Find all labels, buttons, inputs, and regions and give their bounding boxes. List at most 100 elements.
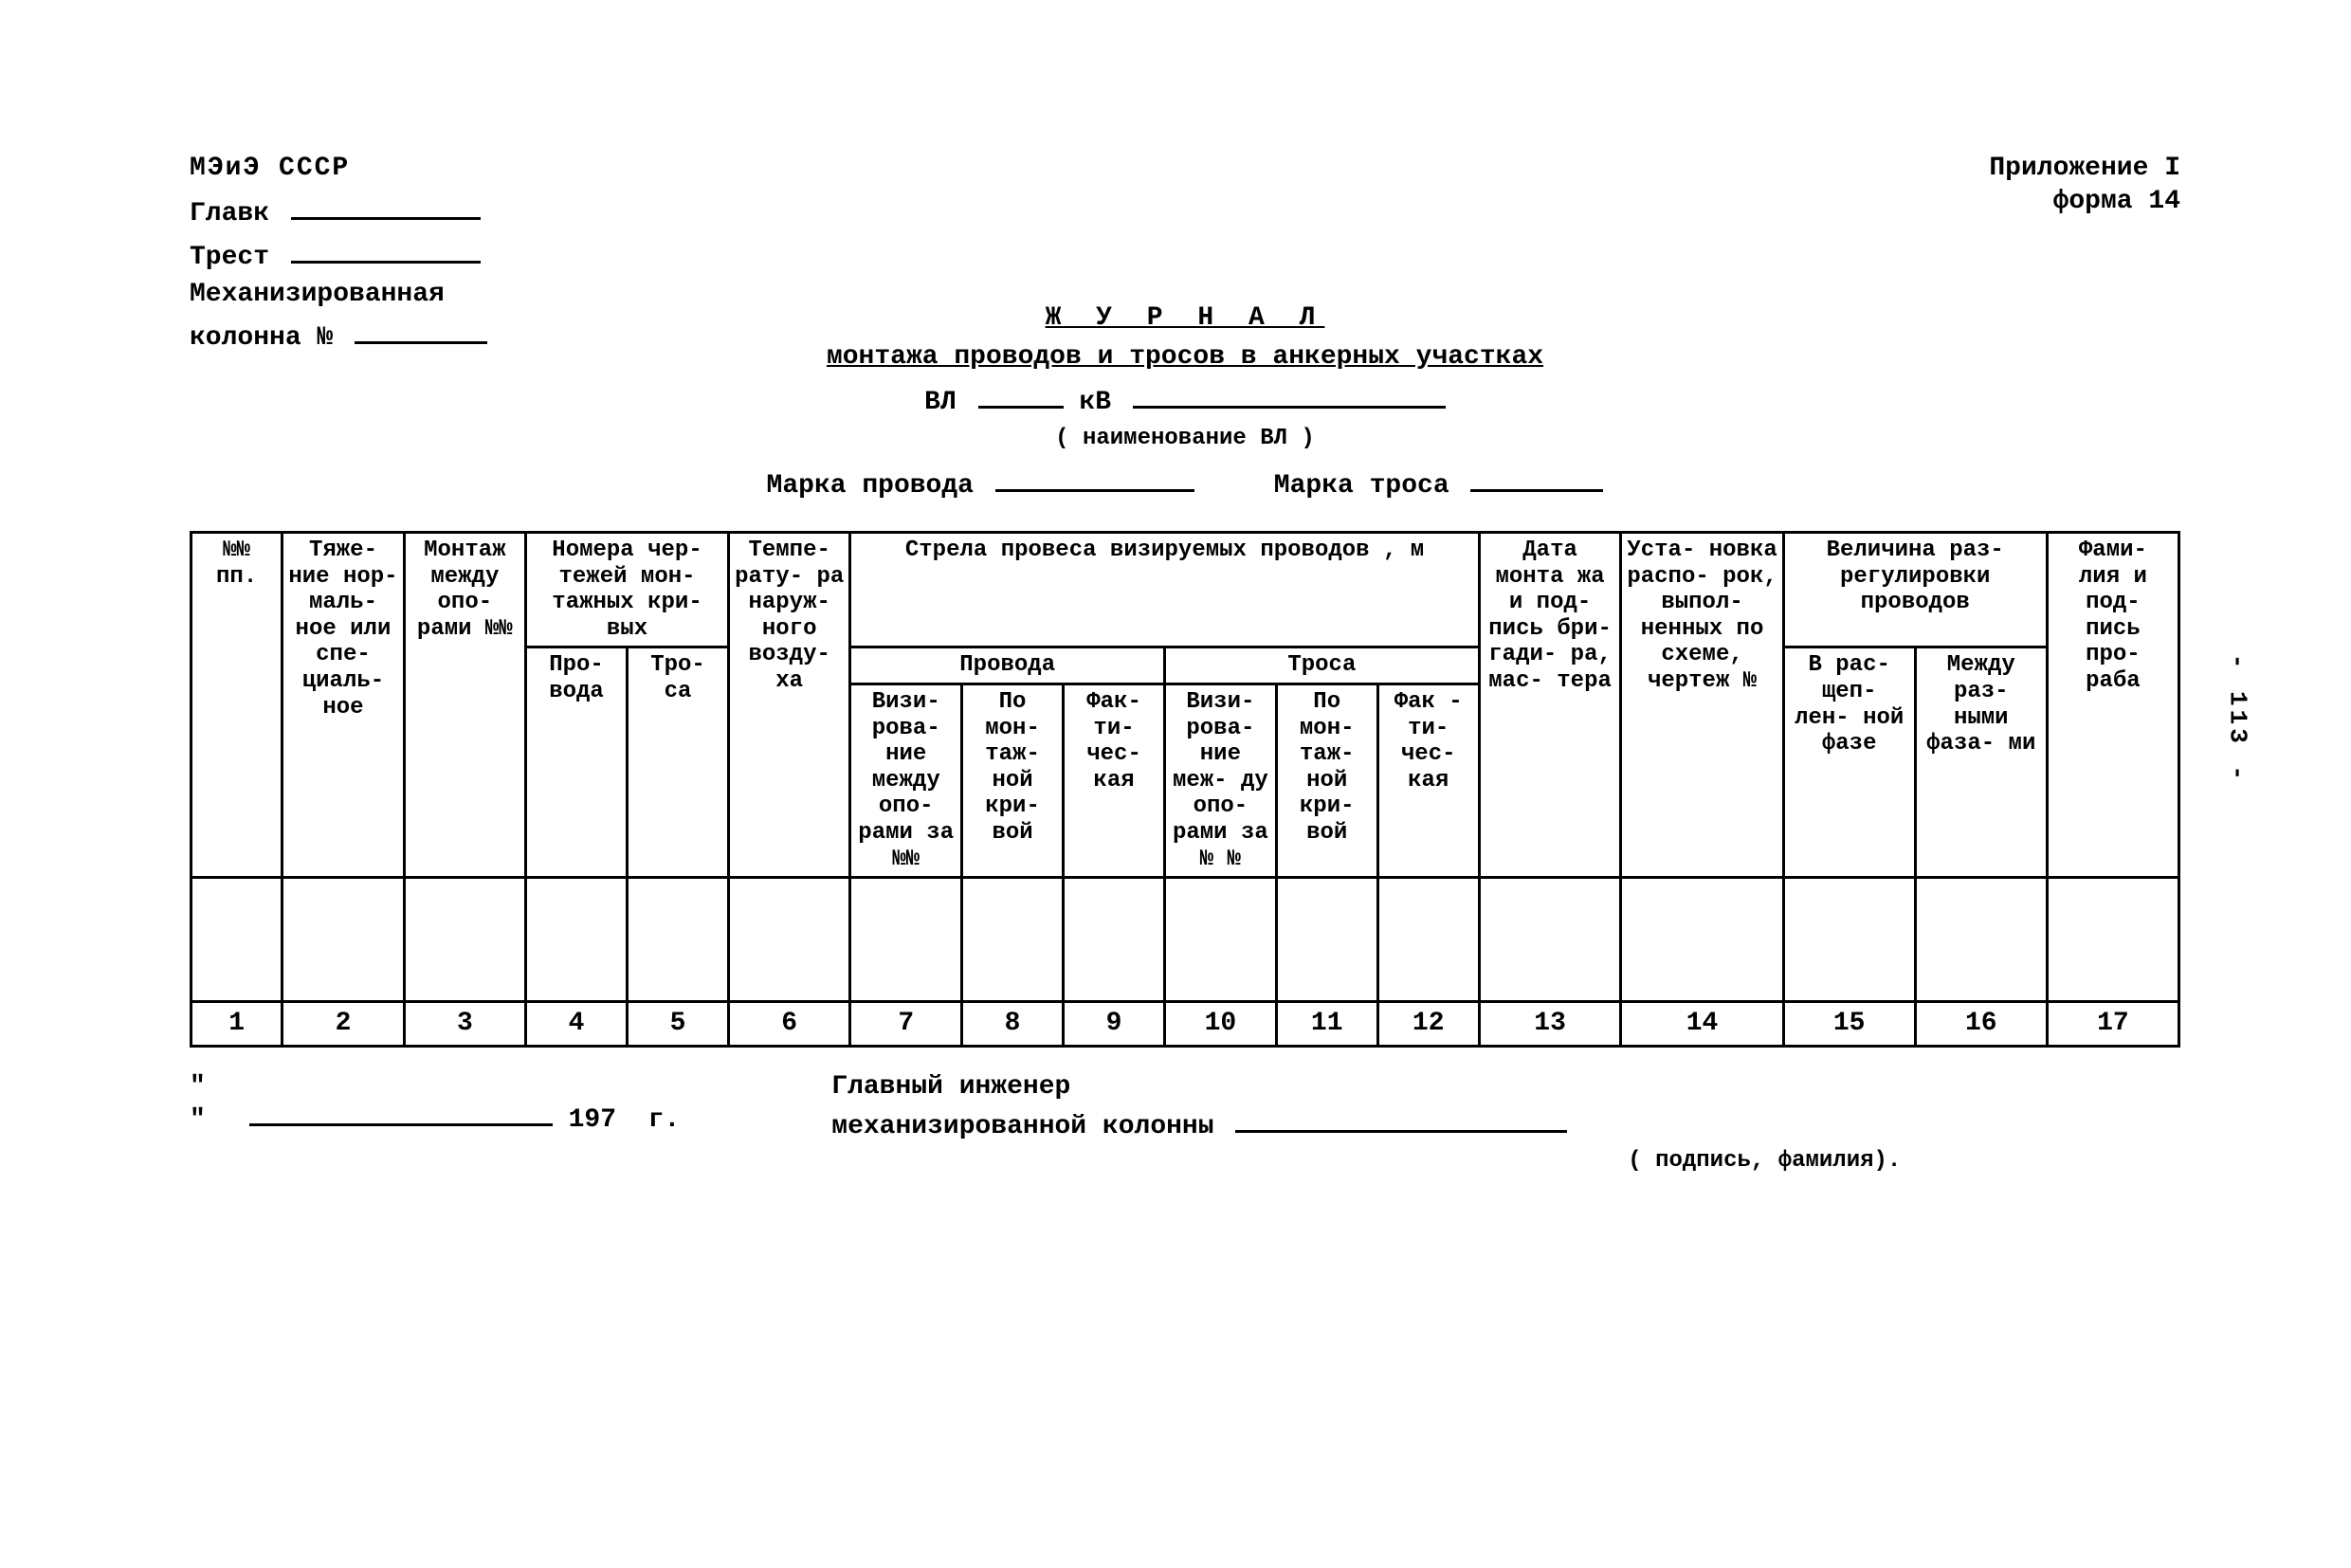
table-body: 1 2 3 4 5 6 7 8 9 10 11 12 13 14 15 16 1 [191, 878, 2179, 1047]
sign-note: ( подпись, фамилия). [1628, 1147, 1901, 1176]
appendix-line2: форма 14 [1989, 185, 2180, 218]
num-cell: 14 [1621, 1002, 1783, 1047]
table-empty-row [191, 878, 2179, 1002]
trest-label: Трест [190, 243, 269, 272]
col-10-header: Визи- рова- ние меж- ду опо- рами за № № [1165, 684, 1277, 877]
col-3-header: Монтаж между опо- рами №№ [404, 533, 525, 878]
col-5-header: Тро- са [628, 647, 729, 878]
col-13-header: Дата монта жа и под- пись бри- гади- ра,… [1479, 533, 1621, 878]
col-6-header: Темпе- рату- ра наруж- ного возду- ха [729, 533, 850, 878]
cell [1165, 878, 1277, 1002]
cell [628, 878, 729, 1002]
table-number-row: 1 2 3 4 5 6 7 8 9 10 11 12 13 14 15 16 1 [191, 1002, 2179, 1047]
ministry: МЭиЭ СССР [190, 152, 487, 185]
num-cell: 6 [729, 1002, 850, 1047]
glavk-row: Главк [190, 191, 487, 230]
cell [1479, 878, 1621, 1002]
vl-name-hint: ( наименование ВЛ ) [190, 425, 2180, 453]
cell [1621, 878, 1783, 1002]
glavk-label: Главк [190, 199, 269, 228]
num-cell: 2 [282, 1002, 404, 1047]
sign-line2: механизированной колонны [831, 1112, 1213, 1141]
appendix-line1: Приложение I [1989, 152, 2180, 185]
cell [1064, 878, 1165, 1002]
cell [1377, 878, 1479, 1002]
cell [1783, 878, 1915, 1002]
cell [729, 878, 850, 1002]
adj-group: Величина раз- регулировки проводов [1783, 533, 2047, 647]
year-suffix: г. [648, 1105, 681, 1135]
col-11-header: По мон- таж- ной кри- вой [1276, 684, 1377, 877]
marks-row: Марка провода Марка троса [190, 463, 2180, 502]
table-head: №№ пп. Тяже- ние нор- маль- ное или спе-… [191, 533, 2179, 878]
footer-sign: Главный инженер механизированной колонны… [831, 1070, 1901, 1176]
col-9-header: Фак- ти- чес- кая [1064, 684, 1165, 877]
num-cell: 16 [1915, 1002, 2047, 1047]
vl-blank2 [1133, 379, 1446, 409]
num-cell: 4 [526, 1002, 628, 1047]
cell [526, 878, 628, 1002]
col-4-5-group: Номера чер- тежей мон- тажных кри- вых [526, 533, 729, 647]
num-cell: 7 [850, 1002, 962, 1047]
footer-block: " " 197 г. Главный инженер механизирован… [190, 1070, 2180, 1176]
num-cell: 3 [404, 1002, 525, 1047]
form-table-wrap: №№ пп. Тяже- ние нор- маль- ное или спе-… [190, 531, 2180, 1048]
col-2-header: Тяже- ние нор- маль- ное или спе- циаль-… [282, 533, 404, 878]
num-cell: 15 [1783, 1002, 1915, 1047]
num-cell: 9 [1064, 1002, 1165, 1047]
sag-wire-group: Провода [850, 647, 1165, 684]
num-cell: 17 [2047, 1002, 2178, 1047]
sag-cable-group: Троса [1165, 647, 1480, 684]
trest-row: Трест [190, 234, 487, 274]
form-table: №№ пп. Тяже- ние нор- маль- ное или спе-… [190, 531, 2180, 1048]
col-4-header: Про- вода [526, 647, 628, 878]
vl-row: ВЛ кВ [190, 379, 2180, 419]
vl-blank1 [978, 379, 1064, 409]
date-blank [249, 1097, 553, 1126]
cell [2047, 878, 2178, 1002]
cell [850, 878, 962, 1002]
num-cell: 10 [1165, 1002, 1277, 1047]
cell [962, 878, 1064, 1002]
date-quote: " " [190, 1070, 228, 1137]
col-14-header: Уста- новка распо- рок, выпол- ненных по… [1621, 533, 1783, 878]
kv-label: кВ [1079, 388, 1111, 417]
mech-column-blank [355, 315, 487, 344]
page: МЭиЭ СССР Главк Трест Механизированная к… [0, 0, 2351, 1568]
num-cell: 1 [191, 1002, 282, 1047]
footer-date: " " 197 г. [190, 1070, 680, 1137]
vl-prefix: ВЛ [924, 388, 957, 417]
glavk-blank [291, 191, 481, 220]
num-cell: 13 [1479, 1002, 1621, 1047]
title-block: Ж У Р Н А Л монтажа проводов и тросов в … [190, 301, 2180, 502]
wire-brand-label: Марка провода [767, 471, 974, 501]
trest-blank [291, 234, 481, 264]
sag-group: Стрела провеса визируемых проводов , м [850, 533, 1479, 647]
year-prefix: 197 [569, 1105, 616, 1135]
num-cell: 11 [1276, 1002, 1377, 1047]
col-15-header: В рас- щеп- лен- ной фазе [1783, 647, 1915, 878]
sign-line1: Главный инженер [831, 1072, 1070, 1102]
cable-brand-label: Марка троса [1274, 471, 1449, 501]
col-16-header: Между раз- ными фаза- ми [1915, 647, 2047, 878]
mech-column-row2: колонна № [190, 315, 487, 355]
num-cell: 5 [628, 1002, 729, 1047]
col-8-header: По мон- таж- ной кри- вой [962, 684, 1064, 877]
col-1-header: №№ пп. [191, 533, 282, 878]
sign-blank [1235, 1103, 1567, 1133]
num-cell: 8 [962, 1002, 1064, 1047]
journal-title: Ж У Р Н А Л [190, 301, 2180, 335]
cell [1915, 878, 2047, 1002]
cable-brand-blank [1470, 463, 1603, 492]
page-number: - 113 - [2222, 654, 2253, 784]
mech-column-label: колонна № [190, 323, 333, 353]
cell [1276, 878, 1377, 1002]
col-12-header: Фак - ти- чес- кая [1377, 684, 1479, 877]
organization-block: МЭиЭ СССР Главк Трест Механизированная к… [190, 152, 487, 358]
col-17-header: Фами- лия и под- пись про- раба [2047, 533, 2178, 878]
appendix-block: Приложение I форма 14 [1989, 152, 2180, 218]
wire-brand-blank [995, 463, 1194, 492]
journal-subtitle: монтажа проводов и тросов в анкерных уча… [190, 340, 2180, 374]
cell [191, 878, 282, 1002]
mech-column-row1: Механизированная [190, 278, 487, 311]
